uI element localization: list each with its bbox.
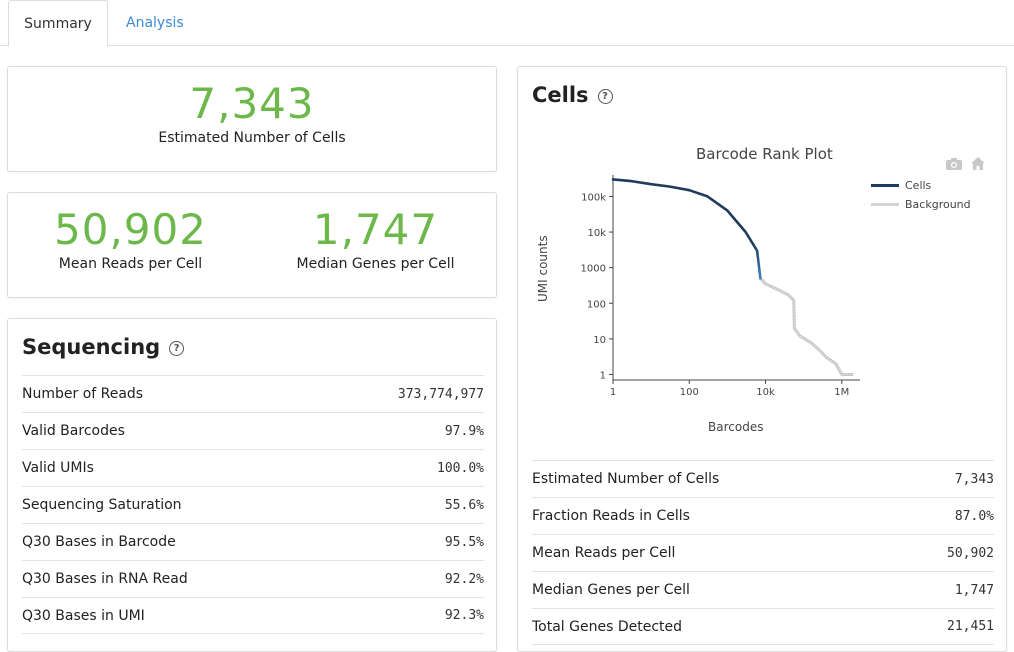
- x-tick-label: 10k: [756, 387, 775, 398]
- median-genes-metric: 1,747 Median Genes per Cell: [253, 205, 498, 272]
- y-tick-label: 1000: [581, 264, 606, 275]
- mean-reads-label: Mean Reads per Cell: [58, 256, 203, 272]
- home-icon[interactable]: [970, 156, 986, 171]
- estimated-cells-label: Estimated Number of Cells: [158, 130, 346, 146]
- plot-title: Barcode Rank Plot: [696, 145, 833, 163]
- metric-value: 92.3%: [444, 608, 484, 623]
- metric-value: 100.0%: [437, 460, 484, 476]
- y-tick-label: 100k: [581, 192, 606, 203]
- y-tick-label: 1: [600, 370, 606, 381]
- metric-label: Q30 Bases in Barcode: [22, 534, 176, 550]
- metric-label: Q30 Bases in UMI: [22, 607, 145, 624]
- metric-label: Fraction Reads in Cells: [532, 508, 690, 524]
- estimated-cells-value: 7,343: [189, 79, 315, 128]
- metric-value: 21,451: [947, 619, 994, 634]
- cells-title: Cells ?: [532, 83, 613, 107]
- metric-value: 7,343: [954, 471, 994, 487]
- camera-icon[interactable]: [945, 157, 963, 171]
- cells-table: Estimated Number of Cells 7,343 Fraction …: [532, 460, 994, 645]
- median-genes-value: 1,747: [312, 205, 439, 254]
- metric-value: 50,902: [947, 545, 994, 561]
- legend-label-background: Background: [905, 198, 971, 211]
- metric-label: Mean Reads per Cell: [532, 545, 676, 561]
- metric-label: Q30 Bases in RNA Read: [22, 571, 188, 587]
- series-line-cells: [611, 178, 762, 280]
- metric-label: Valid UMIs: [22, 460, 94, 476]
- table-row: Fraction Reads in Cells 87.0%: [532, 497, 994, 534]
- table-row: Estimated Number of Cells 7,343: [532, 460, 994, 497]
- cells-card: Cells ? Barcode Rank Plot Cells Backgrou…: [517, 66, 1007, 652]
- x-tick-label: 1: [610, 387, 616, 398]
- median-genes-label: Median Genes per Cell: [296, 256, 455, 272]
- metric-value: 92.2%: [444, 571, 484, 587]
- reads-genes-card: 50,902 Mean Reads per Cell 1,747 Median …: [7, 192, 497, 298]
- cells-title-text: Cells: [532, 83, 589, 107]
- tab-summary[interactable]: Summary: [8, 0, 108, 47]
- metric-label: Median Genes per Cell: [532, 582, 690, 598]
- help-icon[interactable]: ?: [597, 89, 613, 104]
- sequencing-title-text: Sequencing: [22, 335, 161, 359]
- table-row: Valid Barcodes 97.9%: [22, 412, 484, 449]
- legend-swatch-cells: [871, 184, 899, 187]
- table-row: Mean Reads per Cell 50,902: [532, 534, 994, 571]
- metric-value: 87.0%: [954, 508, 994, 524]
- metric-label: Valid Barcodes: [22, 423, 125, 439]
- legend-label-cells: Cells: [905, 179, 932, 192]
- x-axis-title: Barcodes: [708, 420, 764, 434]
- metric-value: 373,774,977: [397, 386, 484, 402]
- sequencing-card: Sequencing ? Number of Reads 373,774,977 …: [7, 318, 497, 652]
- legend-item-background[interactable]: Background: [871, 198, 971, 211]
- y-axis-title: UMI counts: [536, 235, 550, 302]
- y-tick-label: 10: [593, 335, 606, 346]
- table-row: Total Genes Detected 21,451: [532, 608, 994, 645]
- legend-swatch-background: [871, 203, 899, 206]
- x-tick-label: 100: [680, 387, 699, 398]
- y-tick-label: 10k: [587, 228, 606, 239]
- table-row: Median Genes per Cell 1,747: [532, 571, 994, 608]
- mean-reads-metric: 50,902 Mean Reads per Cell: [8, 205, 253, 272]
- metric-label: Estimated Number of Cells: [532, 471, 720, 487]
- x-tick-label: 1M: [834, 387, 849, 398]
- table-row: Q30 Bases in Barcode 95.5%: [22, 523, 484, 560]
- series-line-background: [759, 277, 854, 376]
- table-row: Q30 Bases in UMI 92.3%: [22, 597, 484, 634]
- series-line-background-inner: [759, 277, 854, 376]
- table-row: Valid UMIs 100.0%: [22, 449, 484, 486]
- estimated-cells-card: 7,343 Estimated Number of Cells: [7, 66, 497, 172]
- metric-value: 55.6%: [444, 497, 484, 513]
- table-row: Q30 Bases in RNA Read 92.2%: [22, 560, 484, 597]
- metric-label: Sequencing Saturation: [22, 497, 182, 513]
- legend-item-cells[interactable]: Cells: [871, 179, 931, 192]
- metric-value: 97.9%: [444, 423, 484, 439]
- table-row: Sequencing Saturation 55.6%: [22, 486, 484, 523]
- sequencing-title: Sequencing ?: [22, 335, 185, 359]
- tab-bar: Summary Analysis: [0, 0, 1014, 47]
- metric-value: 95.5%: [444, 534, 484, 550]
- rank-plot-svg: 1 10 100 1000 10k 100k 1 100 10k 1M: [581, 175, 860, 398]
- barcode-rank-plot: Barcode Rank Plot Cells Background 1 10 10…: [518, 137, 1008, 447]
- sequencing-table: Number of Reads 373,774,977 Valid Barcode…: [22, 375, 484, 634]
- help-icon[interactable]: ?: [169, 341, 185, 356]
- y-tick-label: 100: [587, 299, 606, 310]
- table-row: Number of Reads 373,774,977: [22, 375, 484, 412]
- mean-reads-value: 50,902: [54, 205, 207, 254]
- metric-value: 1,747: [954, 582, 994, 598]
- tab-analysis[interactable]: Analysis: [126, 15, 184, 31]
- metric-label: Total Genes Detected: [532, 618, 683, 635]
- metric-label: Number of Reads: [22, 386, 144, 402]
